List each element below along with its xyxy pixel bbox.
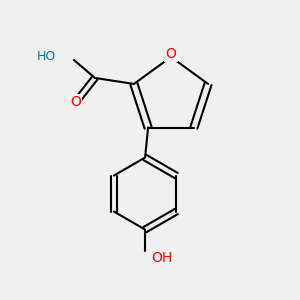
Text: OH: OH: [151, 251, 172, 265]
Text: O: O: [70, 95, 81, 109]
Text: O: O: [166, 47, 176, 61]
Text: HO: HO: [37, 50, 56, 63]
